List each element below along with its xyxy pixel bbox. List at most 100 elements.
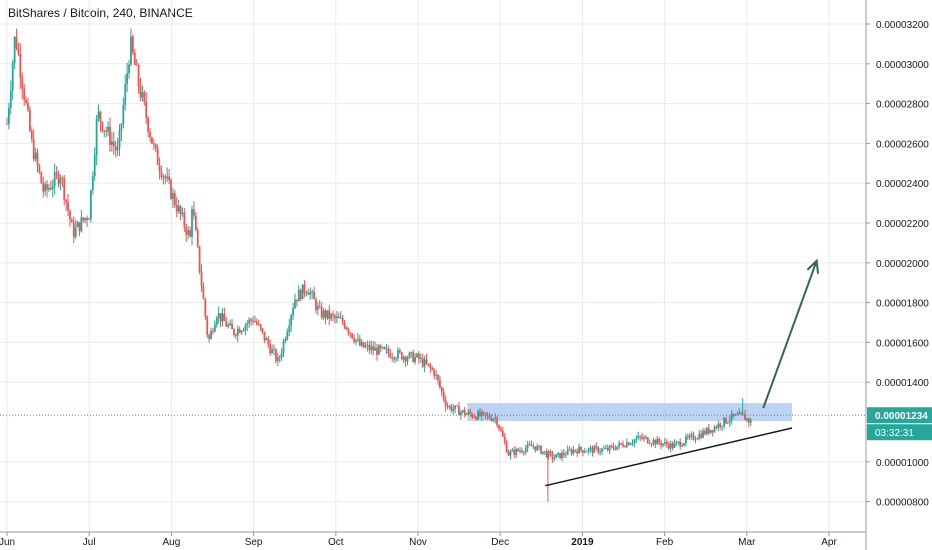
candle-body [80,217,83,232]
candle-body [524,448,527,453]
candle-body [490,418,493,421]
candle-body [276,357,279,361]
resistance-zone [467,403,793,422]
candle-body [44,184,47,192]
candle-body [614,448,617,450]
candle-body [704,430,706,435]
candle-body [509,451,512,456]
candle-body [72,222,75,237]
candle-body [597,447,600,453]
candle-body [271,349,273,354]
candle-body [553,458,556,459]
candle-body [444,399,447,407]
candle-body [721,426,724,427]
candle-body [410,352,413,353]
candle-body [618,442,621,447]
candle-body [345,327,348,330]
candle-body [305,292,308,294]
candle-body [242,329,245,331]
candle-body [19,54,22,78]
candle-body [587,448,590,452]
candle-body [717,423,720,428]
candle-body [423,359,426,367]
resistance-zone-layer [467,403,793,422]
candle-body [248,319,251,324]
candle-body [316,306,319,311]
candle-body [685,436,687,444]
candle-body [32,138,35,160]
candle-body [67,201,69,211]
candle-body [208,334,211,339]
candle-body [194,215,197,231]
candle-body [519,450,521,452]
y-tick-label: 0.00003000 [876,60,929,71]
candle-body [475,417,478,420]
candle-body [547,451,550,458]
candle-body [713,426,716,432]
candle-body [425,359,428,364]
candle-body [191,209,193,237]
x-tick-label: Oct [328,537,344,548]
candle-body [330,314,333,319]
x-tick-label: Feb [656,537,674,548]
candle-body [412,352,415,363]
candle-body [215,317,218,325]
candle-body [664,441,666,444]
x-tick-label: Sep [245,537,263,548]
candle-body [578,446,581,454]
candle-body [27,102,29,110]
candle-body [343,322,346,328]
candle-body [175,205,178,212]
candle-body [583,451,586,453]
candle-body [507,452,510,456]
candle-body [690,434,693,436]
candle-body [46,184,48,190]
candle-body [95,118,98,156]
candle-body [65,199,68,202]
candle-body [383,347,386,349]
candle-body [299,289,302,300]
candle-body [51,186,54,190]
candle-body [36,152,39,166]
candle-body [137,65,140,87]
candle-body [11,63,14,91]
candle-body [91,176,94,191]
candle-body [522,452,525,453]
candle-body [128,64,130,74]
candle-body [643,437,645,439]
y-tick-label: 0.00000800 [876,498,929,509]
candle-body [295,299,298,302]
candle-body [438,380,441,388]
candle-body [465,413,468,415]
candle-body [200,271,203,287]
x-tick-label: Apr [821,537,837,548]
candle-body [536,446,539,451]
y-tick-label: 0.00001600 [876,338,929,349]
candle-body [234,334,237,336]
candle-body [677,441,680,443]
candle-body [259,324,262,329]
candle-body [688,435,691,438]
candle-body [90,190,92,220]
candle-body [112,141,115,147]
candle-body [356,338,359,340]
candle-body [177,206,180,212]
candle-body [70,219,73,223]
candle-body [686,436,689,438]
candle-body [429,364,432,368]
candle-body [726,422,729,424]
candle-body [229,323,232,326]
candle-body [393,357,396,360]
candle-body [620,442,622,445]
candle-body [368,344,371,351]
candle-body [398,350,401,353]
candle-body [715,426,718,428]
candle-body [484,412,487,416]
candle-body [532,446,535,448]
candle-body [118,130,121,148]
candle-body [364,346,367,348]
candle-body [145,101,148,118]
candle-body [408,352,411,358]
candle-body [147,117,150,133]
